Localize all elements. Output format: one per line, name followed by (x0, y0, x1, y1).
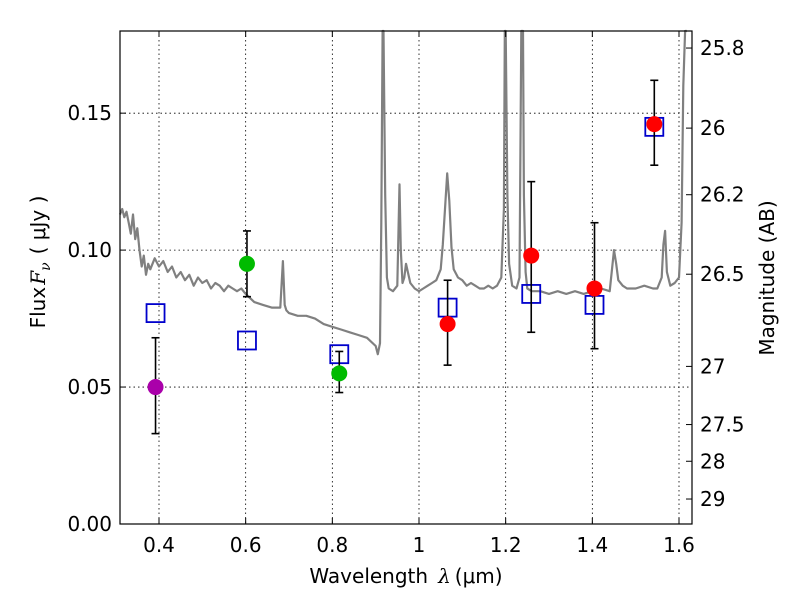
x-tick-label: 1.2 (490, 533, 522, 557)
x-tick-label: 0.4 (143, 533, 175, 557)
model-square (237, 330, 257, 351)
y-tick-label: 0.00 (67, 512, 112, 536)
data-point (331, 365, 348, 382)
y-tick-label: 0.05 (67, 375, 112, 399)
x-axis-title: Wavelength λ (μm) (309, 564, 502, 588)
y2-axis-title: Magnitude (AB) (755, 200, 779, 355)
mag-tick-label: 27 (700, 354, 725, 378)
mag-tick-label: 27.5 (700, 413, 745, 437)
data-point (439, 316, 456, 333)
data-point (586, 280, 603, 297)
mag-tick-label: 28 (700, 449, 725, 473)
points-layer (145, 79, 665, 435)
y-tick-label: 0.10 (67, 238, 112, 262)
sed-line (118, 29, 687, 356)
sed-layer (118, 29, 687, 356)
mag-tick-label: 29 (700, 487, 725, 511)
data-point (238, 255, 255, 272)
model-square (145, 303, 166, 324)
mag-tick-label: 25.8 (700, 36, 745, 60)
x-tick-label: 0.6 (230, 533, 262, 557)
data-point (523, 247, 540, 264)
x-tick-label: 1.4 (576, 533, 608, 557)
x-tick-label: 1 (413, 533, 426, 557)
ticks-layer: 0.4 0.6 0.8 1 1.2 1.4 1.6 0.00 0.05 0.10 0.15 25.8 2… (67, 31, 745, 557)
x-tick-label: 1.6 (663, 533, 695, 557)
mag-tick-label: 26 (700, 116, 725, 140)
data-point (646, 116, 663, 133)
data-point (147, 379, 164, 396)
y-axis-title: FluxνFν( μJy ) (26, 196, 54, 329)
mag-tick-label: 26.5 (700, 262, 745, 286)
plot-frame (119, 30, 693, 525)
y-tick-label: 0.15 (67, 101, 112, 125)
x-tick-label: 0.8 (316, 533, 348, 557)
grid-layer (120, 31, 692, 524)
mag-tick-label: 26.2 (700, 183, 745, 207)
